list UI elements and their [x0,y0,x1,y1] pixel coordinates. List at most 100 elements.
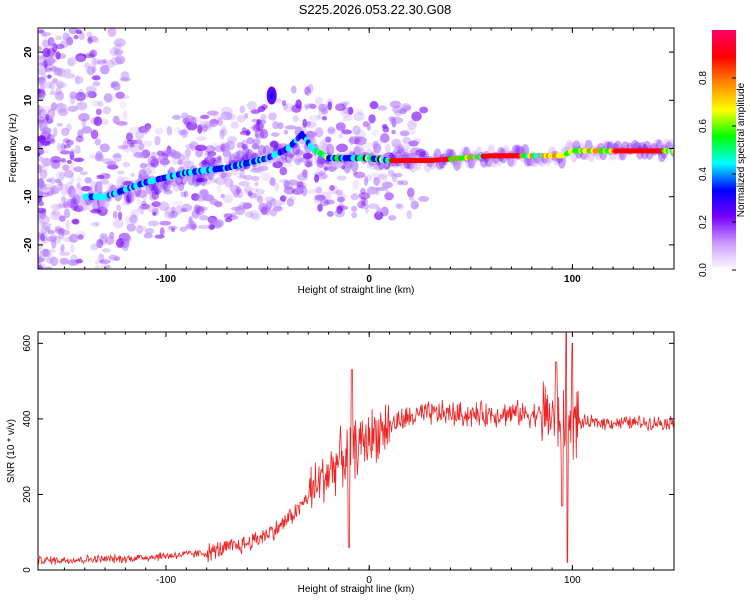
noise-blob [68,28,78,35]
noise-blob [118,94,130,100]
noise-blob [44,67,53,73]
noise-blob [224,177,234,188]
noise-blob [74,74,80,85]
noise-blob [56,102,64,109]
noise-blob [242,151,253,162]
noise-blob [38,196,43,203]
noise-blob [353,171,366,179]
noise-blob [67,198,76,209]
noise-blob [130,209,139,218]
noise-blob [316,158,328,165]
noise-blob [302,152,313,159]
noise-blob [54,225,62,232]
noise-blob [327,127,336,132]
noise-blob [335,103,346,112]
noise-blob [282,103,288,111]
noise-blob [243,174,253,181]
noise-blob [50,102,57,111]
noise-blob [317,114,322,120]
noise-blob [46,190,54,197]
noise-blob [212,114,221,123]
noise-blob [116,120,128,126]
noise-blob [183,190,189,198]
noise-blob [292,115,299,123]
noise-blob [317,203,323,212]
noise-blob [209,118,219,128]
noise-blob [185,115,194,122]
noise-blob [41,225,48,230]
noise-blob [255,188,265,195]
noise-blob [328,185,339,195]
noise-blob [63,73,76,79]
noise-blob [71,219,80,225]
noise-blob [70,148,76,156]
noise-blob [181,203,193,212]
noise-blob [135,189,148,198]
noise-blob [56,181,63,187]
noise-blob [248,193,261,199]
noise-blob [139,162,147,169]
noise-blob [195,206,205,216]
noise-blob [147,220,160,227]
snr-y-tick-label: 600 [22,335,33,352]
noise-blob [274,203,282,211]
noise-blob [52,78,58,84]
noise-blob [38,93,46,101]
noise-blob [60,40,69,49]
noise-blob [63,170,74,179]
noise-blob [216,184,222,193]
noise-blob [116,204,122,211]
noise-blob [214,145,224,153]
noise-blob [306,120,312,127]
noise-blob [60,243,65,253]
noise-blob [201,159,208,166]
noise-blob [382,123,389,132]
ridge-halo [94,181,103,197]
noise-blob [221,106,233,116]
noise-blob [183,160,195,169]
noise-blob [171,206,176,214]
noise-blob [244,185,253,193]
noise-blob [269,209,278,217]
noise-blob [223,142,231,152]
noise-blob [277,122,284,130]
noise-blob [258,202,268,213]
noise-blob [284,103,295,113]
noise-blob [220,111,233,121]
noise-blob [93,37,100,44]
noise-blob [97,206,108,217]
noise-blob [389,100,402,108]
noise-blob [353,112,365,122]
noise-blob [98,253,105,263]
noise-blob [188,216,193,225]
noise-blob [383,153,391,158]
noise-blob [318,103,328,112]
noise-blob [56,202,66,210]
noise-blob [94,265,100,269]
noise-blob [85,90,95,98]
noise-blob [129,214,138,224]
noise-blob [196,178,208,183]
noise-blob [143,232,153,239]
noise-blob [38,232,44,241]
noise-blob [172,201,184,206]
noise-blob [41,222,52,228]
noise-blob [166,125,173,136]
noise-blob [46,236,57,243]
noise-blob [42,235,48,244]
noise-blob [396,148,409,153]
figure-title: S225.2026.053.22.30.G08 [299,2,452,17]
noise-blob [113,38,126,47]
noise-blob [302,118,308,128]
noise-blob [307,103,316,109]
noise-blob [133,151,145,158]
noise-blob [171,227,176,233]
noise-blob [63,144,71,149]
noise-blob [321,116,328,121]
noise-blob [194,206,201,215]
noise-blob [222,149,232,158]
noise-blob [238,180,250,187]
noise-blob [114,55,126,65]
noise-blob [150,158,160,168]
